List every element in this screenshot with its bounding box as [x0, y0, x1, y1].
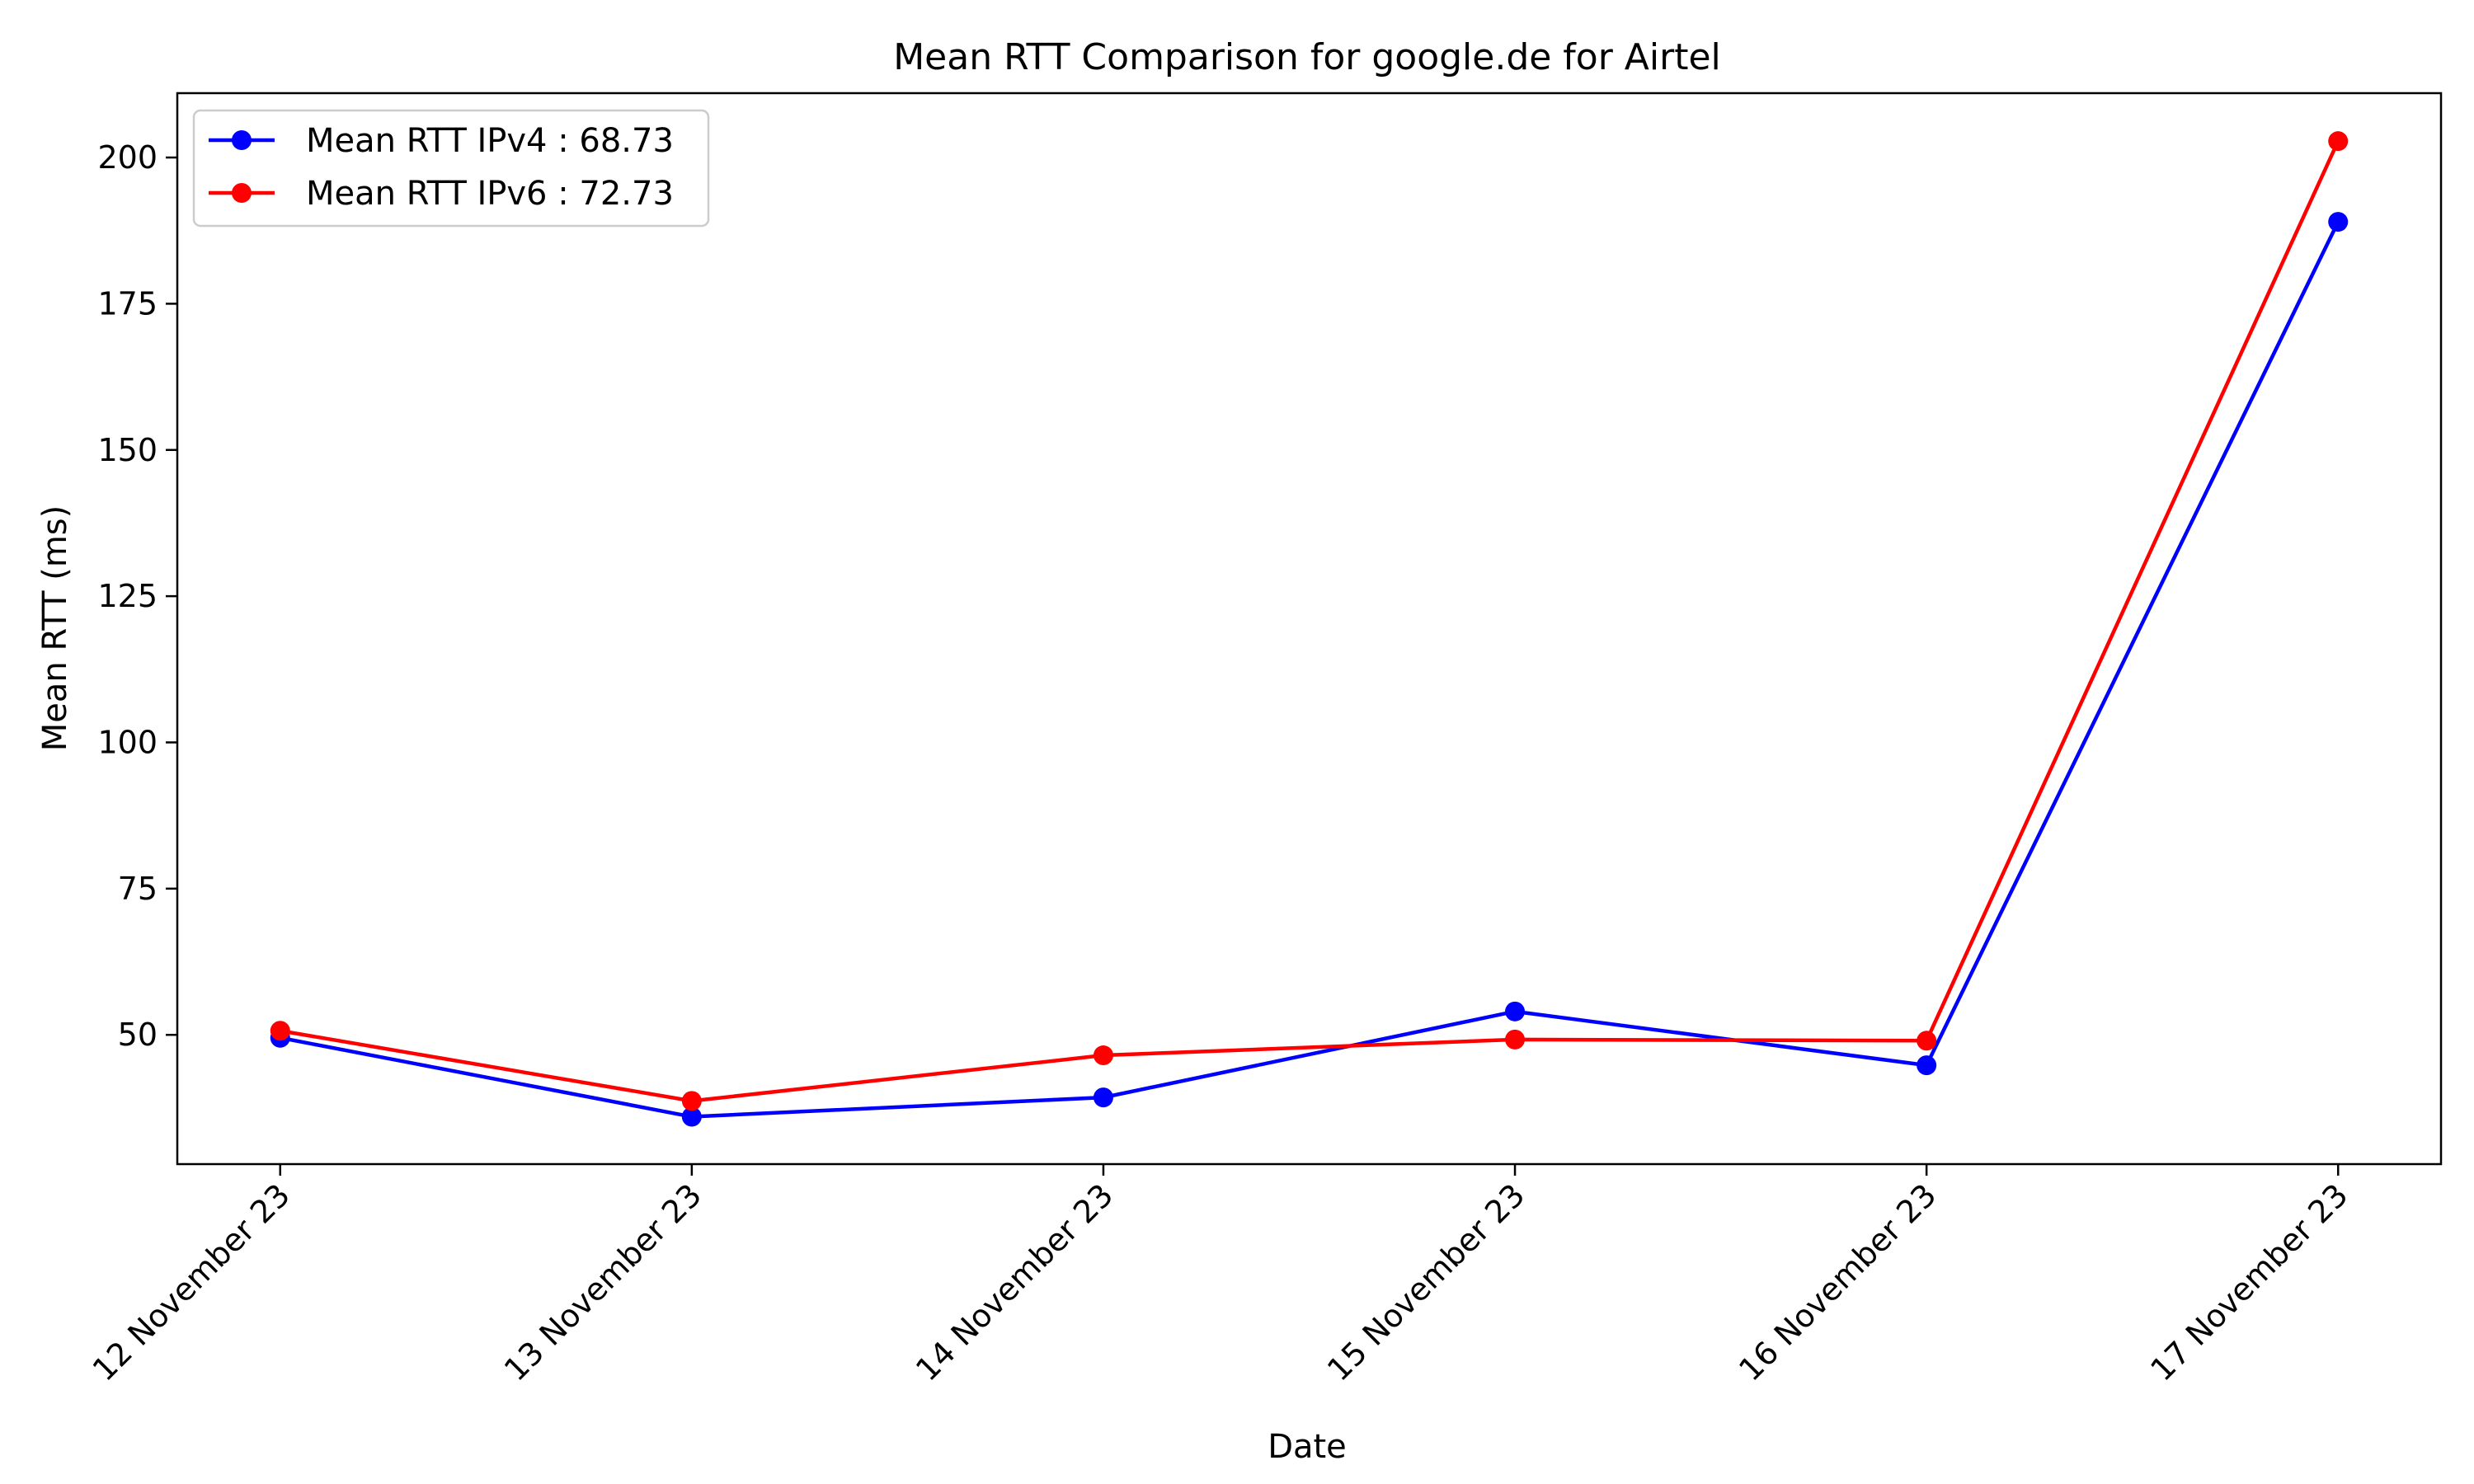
data-point: [2328, 131, 2349, 152]
data-point: [1917, 1031, 1937, 1051]
legend-label: Mean RTT IPv4 : 68.73: [306, 122, 674, 160]
data-point: [1093, 1087, 1113, 1108]
legend-label: Mean RTT IPv6 : 72.73: [306, 175, 674, 213]
series-ipv6: [270, 131, 2349, 1111]
data-point: [1505, 1001, 1526, 1021]
series-ipv4: [270, 212, 2349, 1127]
data-point: [1505, 1029, 1526, 1050]
series-layer: [270, 131, 2349, 1127]
legend-marker: [232, 183, 252, 203]
legend: Mean RTT IPv4 : 68.73 Mean RTT IPv6 : 72.…: [192, 109, 710, 228]
data-point: [1093, 1045, 1113, 1066]
plot-area: [176, 92, 2443, 1166]
y-tick-label: 200: [97, 139, 158, 176]
data-point: [681, 1106, 702, 1127]
x-axis-label: Date: [1268, 1428, 1347, 1466]
data-point: [681, 1091, 702, 1111]
chart-title: Mean RTT Comparison for google.de for Ai…: [893, 36, 1721, 78]
y-tick-label: 175: [97, 285, 158, 322]
y-axis-label: Mean RTT (ms): [36, 505, 74, 751]
y-tick-label: 150: [97, 432, 158, 468]
series-line: [280, 221, 2340, 1119]
y-tick-label: 100: [97, 724, 158, 760]
data-point: [270, 1021, 290, 1041]
plot-frame: [176, 92, 2443, 1166]
series-line: [280, 140, 2340, 1103]
y-tick-label: 75: [118, 871, 158, 907]
data-point: [2328, 212, 2349, 232]
legend-box: [192, 109, 710, 228]
data-point: [1917, 1055, 1937, 1076]
legend-marker: [232, 130, 252, 150]
y-tick-label: 50: [118, 1017, 158, 1053]
y-tick-label: 125: [97, 578, 158, 614]
y-axis: 50 75 100 125 150 175 200: [97, 139, 177, 1053]
